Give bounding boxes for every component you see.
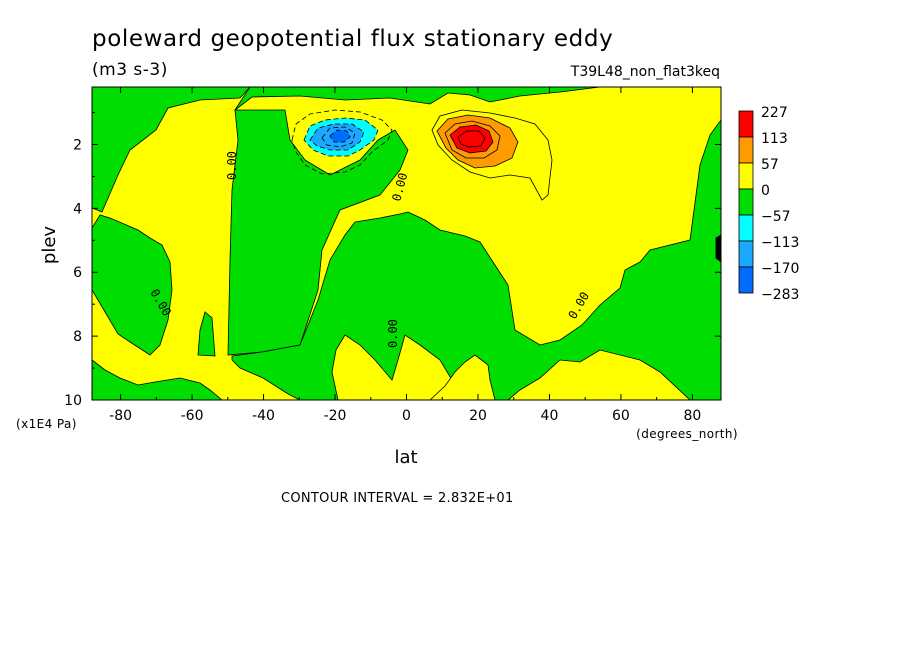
- region-small-bar: [197, 311, 216, 357]
- legend-level-label: 0: [761, 183, 770, 199]
- legend-swatch: [738, 214, 754, 242]
- y-tick-label: 8: [73, 329, 82, 345]
- region-southern-column: [227, 87, 601, 356]
- region-bottom-mid: [429, 354, 496, 400]
- legend-swatch: [738, 188, 754, 216]
- experiment-label: T39L48_non_flat3keq: [570, 64, 720, 80]
- x-tick-label: 80: [683, 408, 701, 424]
- x-axis-label: lat: [394, 447, 417, 468]
- plot-area: 0.00 0.00 0.00 0.00 0.00: [92, 87, 721, 400]
- y-tick-label: 4: [73, 201, 82, 217]
- y-tick-label: 2: [73, 137, 82, 153]
- legend-swatch: [738, 240, 754, 268]
- x-tick-label: -20: [324, 408, 347, 424]
- legend-level-label: 113: [761, 131, 788, 147]
- negative-minimum: [291, 109, 393, 175]
- x-axis: -80 -60 -40 -20 0 20 40 60 80: [109, 87, 701, 424]
- contour-label: 0.00: [386, 319, 400, 348]
- legend-level-label: −113: [761, 235, 799, 251]
- x-tick-label: 0: [402, 408, 411, 424]
- legend-swatch: [738, 136, 754, 164]
- legend-level-label: −57: [761, 209, 791, 225]
- region-right-edge: [715, 234, 721, 263]
- region-left-lower: [92, 214, 173, 356]
- legend-level-label: −283: [761, 287, 799, 303]
- y-axis-label: plev: [39, 226, 60, 265]
- region-central-column: [231, 119, 721, 400]
- region-bottom-left: [92, 359, 223, 400]
- contour-interval-label: CONTOUR INTERVAL = 2.832E+01: [281, 491, 514, 506]
- x-axis-units: (degrees_north): [636, 427, 738, 441]
- chart-title: poleward geopotential flux stationary ed…: [92, 26, 613, 52]
- y-tick-label: 6: [73, 265, 82, 281]
- units-label: (m3 s-3): [92, 60, 168, 80]
- legend-level-label: −170: [761, 261, 799, 277]
- legend-swatch: [738, 110, 754, 138]
- contour-pos-0: [431, 109, 553, 201]
- y-axis: 2 4 6 8 10: [64, 112, 721, 409]
- x-tick-label: 20: [469, 408, 487, 424]
- legend-swatch: [738, 266, 754, 294]
- x-tick-label: -40: [252, 408, 275, 424]
- contour-neg-outer: [291, 109, 393, 175]
- level-neg-inner: [329, 129, 351, 143]
- region-left-upper: [92, 87, 251, 213]
- negative-regions: [92, 87, 721, 400]
- level-inner: [457, 130, 486, 148]
- x-tick-label: -60: [181, 408, 204, 424]
- x-tick-label: 60: [612, 408, 630, 424]
- legend-level-label: 57: [761, 157, 779, 173]
- contour-label: 0.00: [225, 151, 239, 180]
- positive-maximum: [431, 109, 553, 201]
- legend-level-label: 227: [761, 105, 788, 121]
- x-tick-label: -80: [109, 408, 132, 424]
- x-tick-label: 40: [541, 408, 559, 424]
- y-tick-label: 10: [64, 393, 82, 409]
- legend-swatch: [738, 162, 754, 190]
- color-legend: 227 113 57 0 −57 −113 −170 −283: [738, 105, 799, 303]
- y-axis-units: (x1E4 Pa): [16, 417, 77, 431]
